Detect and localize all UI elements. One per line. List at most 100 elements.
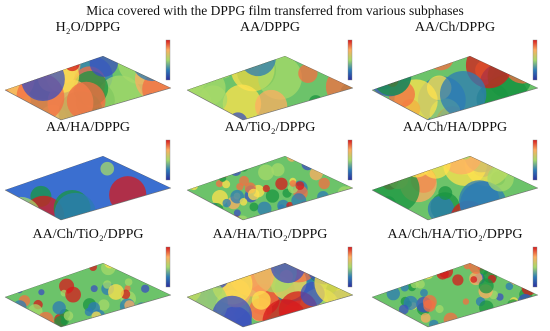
afm-feature <box>505 312 522 327</box>
afm-feature <box>505 264 522 281</box>
afm-feature <box>200 156 212 164</box>
afm-feature <box>238 162 249 172</box>
afm-feature <box>321 216 332 220</box>
afm-feature <box>487 165 514 192</box>
afm-feature <box>65 286 81 303</box>
afm-feature <box>306 263 342 285</box>
afm-feature <box>196 156 204 161</box>
afm-feature <box>436 267 449 280</box>
axis-edge <box>427 294 539 328</box>
afm-feature <box>52 301 66 315</box>
afm-feature <box>161 312 171 323</box>
afm-feature <box>212 263 232 279</box>
afm-feature <box>240 56 276 77</box>
afm-feature <box>301 158 314 171</box>
afm-feature <box>438 186 453 200</box>
afm-feature <box>10 156 49 181</box>
color-bar <box>165 39 171 81</box>
axis-edge <box>4 296 62 328</box>
color-bar <box>532 139 538 181</box>
afm-feature <box>187 199 200 215</box>
axis-edge <box>186 296 244 328</box>
afm-feature <box>16 263 24 266</box>
afm-feature <box>278 204 285 211</box>
afm-feature <box>122 312 136 325</box>
afm-feature <box>423 299 436 312</box>
afm-feature <box>258 164 274 181</box>
afm-feature <box>239 197 248 206</box>
afm-feature <box>255 89 288 120</box>
afm-feature <box>518 293 533 309</box>
afm-feature <box>231 263 249 270</box>
afm-feature <box>317 198 328 210</box>
afm-feature <box>334 203 345 214</box>
afm-feature <box>30 263 44 267</box>
afm-feature <box>374 63 393 82</box>
afm-feature <box>452 274 464 286</box>
afm-feature <box>62 265 71 274</box>
afm-feature <box>390 156 417 167</box>
afm-feature <box>332 282 353 324</box>
afm-feature <box>190 156 198 157</box>
afm-feature <box>391 317 403 327</box>
afm-feature <box>141 284 150 293</box>
afm-feature <box>51 263 62 267</box>
afm-feature <box>345 199 353 210</box>
afm-surface <box>372 263 538 327</box>
afm-feature <box>319 95 353 120</box>
afm-feature <box>124 278 133 286</box>
afm-feature <box>189 156 196 163</box>
afm-feature <box>438 263 446 269</box>
afm-feature <box>195 56 211 67</box>
afm-feature <box>27 315 40 327</box>
afm-feature <box>270 263 306 284</box>
afm-feature <box>315 99 351 120</box>
afm-feature <box>64 56 80 72</box>
afm-feature <box>289 209 301 220</box>
afm-feature <box>420 156 451 179</box>
afm-feature <box>341 195 353 210</box>
afm-feature <box>517 191 535 209</box>
afm-feature <box>322 213 329 220</box>
afm-feature <box>78 56 95 62</box>
axis-edge <box>186 189 244 221</box>
afm-feature <box>275 177 288 190</box>
afm-feature <box>66 81 106 120</box>
afm-feature <box>286 156 297 162</box>
color-bar <box>532 246 538 288</box>
afm-feature <box>271 163 285 177</box>
afm-feature <box>265 189 280 203</box>
afm-feature <box>505 311 516 322</box>
afm-feature <box>28 273 36 281</box>
panel-label: AA/Ch/DPPG <box>415 20 495 35</box>
afm-feature <box>216 165 229 179</box>
afm-feature <box>153 67 166 80</box>
afm-feature <box>247 188 260 201</box>
afm-feature <box>257 201 272 216</box>
axis-edge <box>371 296 429 328</box>
afm-feature <box>100 161 115 176</box>
afm-feature <box>5 316 15 327</box>
afm-feature <box>89 56 119 77</box>
afm-feature <box>326 195 338 207</box>
afm-feature <box>229 156 239 163</box>
afm-feature <box>424 263 440 268</box>
axis-edge <box>4 189 62 221</box>
afm-feature <box>249 202 259 212</box>
afm-image <box>5 156 171 220</box>
afm-feature <box>495 311 507 323</box>
afm-feature <box>37 311 54 327</box>
afm-feature <box>309 100 353 120</box>
figure-title: Mica covered with the DPPG film transfer… <box>86 3 464 18</box>
afm-feature <box>109 176 147 214</box>
afm-feature <box>316 199 331 214</box>
afm-feature <box>14 263 26 269</box>
afm-feature <box>343 309 353 322</box>
afm-feature <box>88 263 95 267</box>
afm-feature <box>478 278 494 294</box>
panel-label: AA/Ch/HA/TiO₂/DPPG <box>387 227 522 242</box>
afm-feature <box>5 156 36 182</box>
afm-feature <box>285 210 297 220</box>
afm-feature <box>328 56 353 84</box>
afm-feature <box>5 263 18 278</box>
